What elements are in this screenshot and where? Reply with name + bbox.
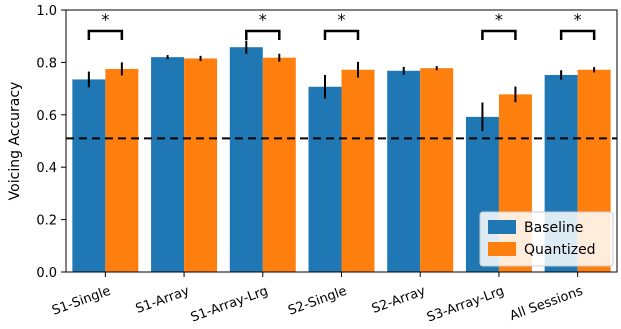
bar-quantized-4 [341, 69, 375, 273]
bar-baseline-4 [308, 86, 342, 273]
y-tick-label: 0.2 [36, 214, 57, 229]
legend: Baseline Quantized [479, 211, 614, 267]
legend-label-baseline: Baseline [524, 220, 583, 236]
significance-bracket [559, 29, 596, 40]
x-tick-label: All Sessions [508, 284, 585, 324]
significance-bracket [323, 29, 360, 40]
y-tick-label: 0.4 [36, 161, 57, 176]
y-tick-label: 0.6 [36, 109, 57, 124]
legend-label-quantized: Quantized [524, 242, 596, 258]
error-bars-layer [87, 40, 596, 132]
x-tick-label: S2-Array [370, 284, 428, 317]
x-tick-label: S3-Array-Lrg [425, 284, 506, 326]
x-tick-label: S2-Single [286, 284, 349, 319]
bar-quantized-1 [105, 68, 139, 272]
x-tick-label: S1-Array [134, 284, 192, 317]
significance-layer: * * * * * [87, 10, 596, 40]
significance-label: * [101, 10, 109, 29]
y-tick-label: 1.0 [36, 4, 57, 19]
significance-label: * [574, 10, 582, 29]
significance-label: * [338, 10, 346, 29]
bar-baseline-2 [151, 57, 185, 272]
y-tick-label: 0.0 [36, 266, 57, 281]
y-axis-ticks: 0.0 0.2 0.4 0.6 0.8 1.0 [36, 4, 66, 281]
bar-baseline-5 [387, 70, 421, 272]
significance-label: * [259, 10, 267, 29]
x-tick-label: S1-Array-Lrg [189, 284, 270, 326]
bar-baseline-1 [72, 79, 106, 273]
legend-swatch-quantized [488, 242, 516, 256]
significance-bracket [87, 29, 124, 40]
significance-label: * [495, 10, 503, 29]
x-tick-label: S1-Single [50, 284, 113, 319]
bar-quantized-3 [262, 57, 296, 273]
y-tick-label: 0.8 [36, 56, 57, 71]
y-axis-label: Voicing Accuracy [7, 82, 23, 201]
significance-bracket [481, 29, 517, 40]
significance-bracket [245, 29, 281, 40]
bar-quantized-5 [420, 68, 454, 272]
legend-swatch-baseline [488, 220, 516, 234]
bar-quantized-2 [184, 58, 218, 272]
bar-baseline-3 [229, 47, 263, 273]
